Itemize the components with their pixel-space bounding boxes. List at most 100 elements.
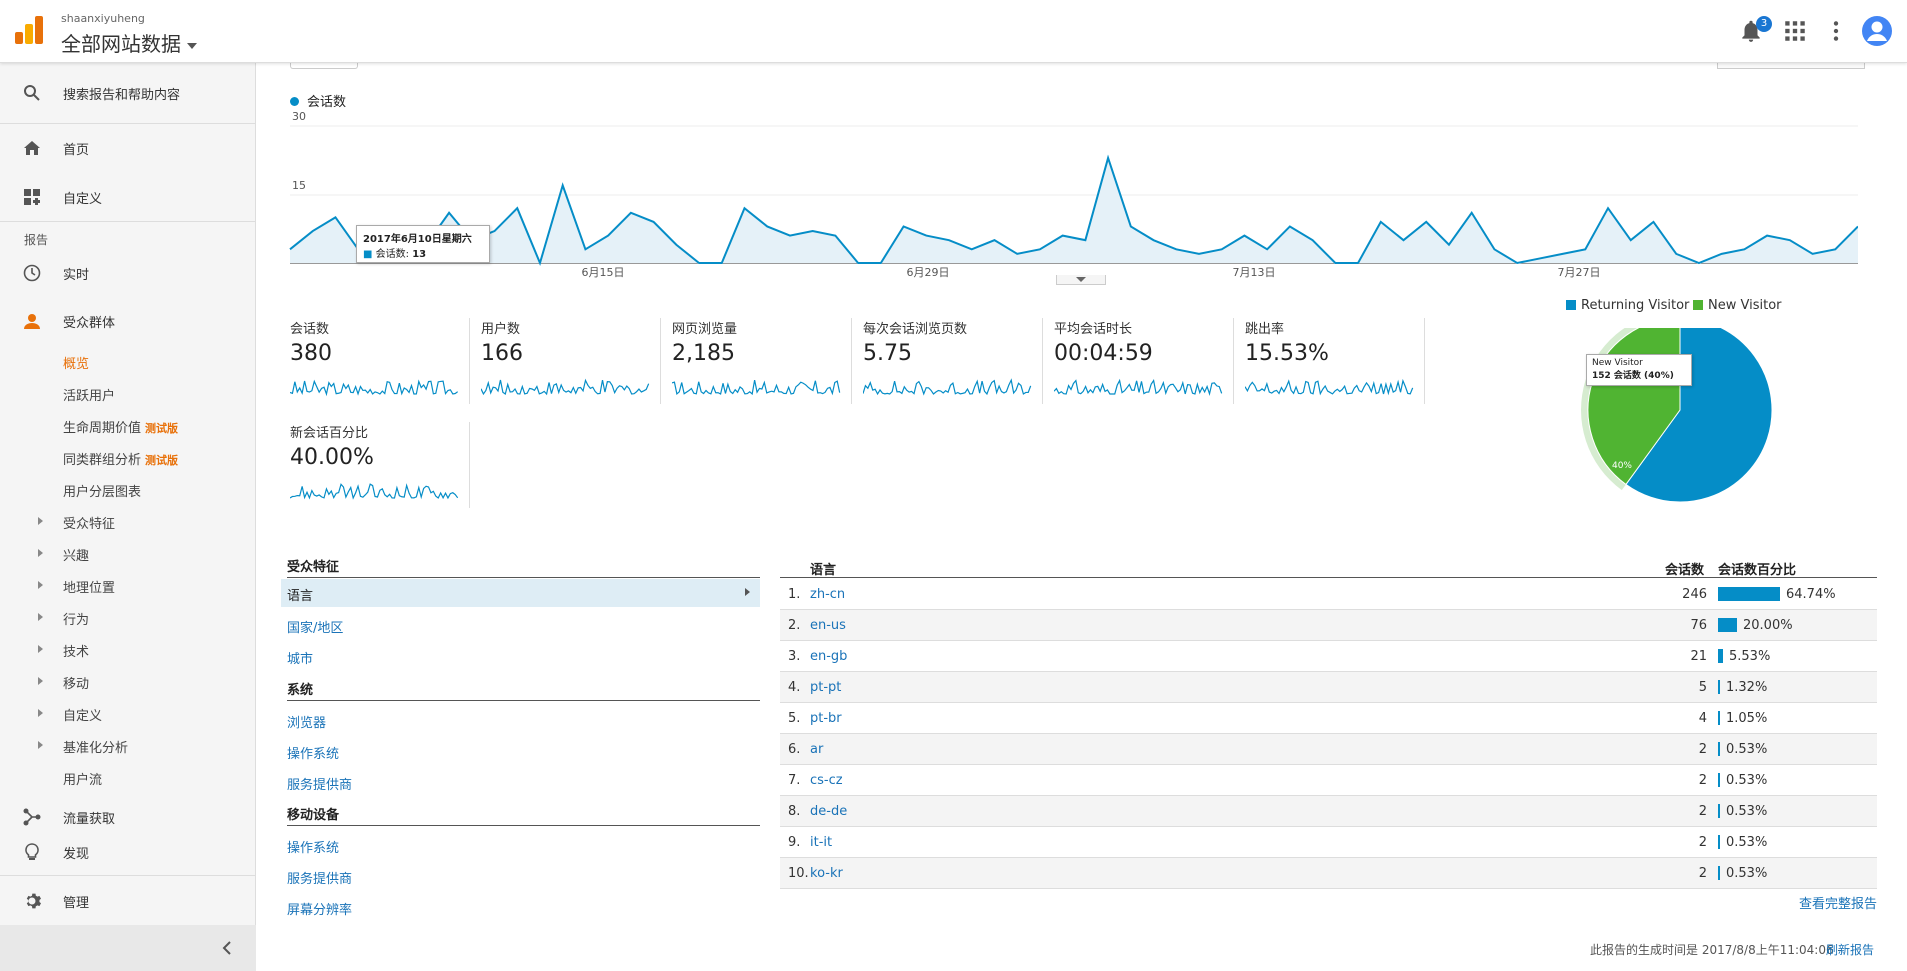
metric-value: 00:04:59 — [1054, 341, 1153, 366]
sidebar-item-acquisition[interactable]: 流量获取 — [0, 797, 256, 837]
dimension-city[interactable]: 城市 — [287, 652, 314, 667]
legend-new[interactable]: New Visitor — [1693, 298, 1782, 313]
dimension-language-selected[interactable]: 语言 — [281, 579, 760, 607]
dimension-screen-resolution[interactable]: 屏幕分辨率 — [287, 903, 353, 918]
sidebar-item-customization[interactable]: 自定义 — [0, 177, 256, 217]
percentage-value: 0.53% — [1726, 742, 1768, 757]
table-row[interactable]: 10. ko-kr 2 0.53% — [780, 858, 1877, 889]
sidebar-item-demographics[interactable]: 受众特征 — [63, 517, 116, 532]
sidebar-item-behavior[interactable]: 行为 — [63, 613, 90, 628]
sidebar-item-geo[interactable]: 地理位置 — [63, 581, 116, 596]
search-reports[interactable]: 搜索报告和帮助内容 — [0, 73, 256, 113]
more-vert-icon[interactable] — [1823, 18, 1849, 44]
dimension-os[interactable]: 操作系统 — [287, 747, 340, 762]
search-icon — [22, 83, 42, 103]
lifetime-label: 生命周期价值 — [63, 421, 142, 436]
account-name[interactable]: shaanxiyuheng — [61, 12, 145, 25]
table-row[interactable]: 7. cs-cz 2 0.53% — [780, 765, 1877, 796]
expand-arrow-icon[interactable] — [38, 709, 43, 717]
sidebar-item-benchmarking[interactable]: 基准化分析 — [63, 741, 129, 756]
metric-sparkline — [481, 378, 650, 396]
x-tick-label: 7月13日 — [1233, 266, 1276, 279]
sidebar-item-audience[interactable]: 受众群体 — [0, 301, 256, 341]
metric-name: 网页浏览量 — [672, 322, 738, 337]
apps-grid-icon[interactable] — [1782, 18, 1808, 44]
language-link[interactable]: ko-kr — [810, 866, 843, 881]
metric-sparkline — [863, 378, 1032, 396]
language-link[interactable]: en-gb — [810, 649, 848, 664]
sidebar-item-cohort[interactable]: 同类群组分析 测试版 — [63, 449, 178, 468]
sidebar-item-active-users[interactable]: 活跃用户 — [63, 389, 116, 404]
expand-arrow-icon[interactable] — [38, 645, 43, 653]
sidebar-item-users-flow[interactable]: 用户流 — [63, 773, 103, 788]
dimension-mobile-isp[interactable]: 服务提供商 — [287, 872, 353, 887]
table-row[interactable]: 5. pt-br 4 1.05% — [780, 703, 1877, 734]
sidebar-item-custom[interactable]: 自定义 — [63, 709, 103, 724]
top-bar: shaanxiyuheng 全部网站数据 3 — [0, 0, 1907, 63]
percentage-bar — [1718, 587, 1780, 601]
pie-slice-returning — [1625, 328, 1773, 503]
sidebar: 搜索报告和帮助内容 首页 自定义 报告 实时 受众群体 概览 活跃用户 生命周期… — [0, 63, 256, 971]
language-link[interactable]: cs-cz — [810, 773, 843, 788]
table-row[interactable]: 1. zh-cn 246 64.74% — [780, 579, 1877, 610]
dimension-isp[interactable]: 服务提供商 — [287, 778, 353, 793]
sessions-area-chart[interactable]: 30 15 6月15日 6月29日 7月13日 7月27日 — [288, 108, 1858, 283]
sidebar-item-lifetime-value[interactable]: 生命周期价值 测试版 — [63, 417, 178, 436]
language-link[interactable]: it-it — [810, 835, 833, 850]
row-index: 10. — [788, 866, 809, 881]
sidebar-item-home[interactable]: 首页 — [0, 128, 256, 168]
property-selector[interactable]: 全部网站数据 — [61, 28, 197, 57]
metric-card[interactable]: 每次会话浏览页数 5.75 — [863, 318, 1043, 404]
analytics-logo[interactable] — [15, 16, 43, 44]
sidebar-item-overview[interactable]: 概览 — [63, 357, 90, 372]
beta-badge: 测试版 — [145, 454, 179, 467]
table-row[interactable]: 4. pt-pt 5 1.32% — [780, 672, 1877, 703]
sidebar-item-technology[interactable]: 技术 — [63, 645, 90, 660]
realtime-label: 实时 — [63, 267, 90, 283]
sidebar-item-mobile[interactable]: 移动 — [63, 677, 90, 692]
dimension-country[interactable]: 国家/地区 — [287, 621, 344, 636]
metric-name: 每次会话浏览页数 — [863, 322, 968, 337]
table-row[interactable]: 6. ar 2 0.53% — [780, 734, 1877, 765]
sidebar-item-discover[interactable]: 发现 — [0, 832, 256, 872]
language-link[interactable]: pt-pt — [810, 680, 842, 695]
expand-arrow-icon[interactable] — [38, 517, 43, 525]
row-index: 6. — [788, 742, 801, 757]
sidebar-item-realtime[interactable]: 实时 — [0, 253, 256, 293]
sidebar-item-interests[interactable]: 兴趣 — [63, 549, 90, 564]
table-row[interactable]: 9. it-it 2 0.53% — [780, 827, 1877, 858]
expand-arrow-icon[interactable] — [38, 581, 43, 589]
language-link[interactable]: en-us — [810, 618, 846, 633]
metric-card[interactable]: 跳出率 15.53% — [1245, 318, 1425, 404]
table-row[interactable]: 2. en-us 76 20.00% — [780, 610, 1877, 641]
metric-card[interactable]: 网页浏览量 2,185 — [672, 318, 852, 404]
metric-card[interactable]: 新会话百分比 40.00% — [290, 422, 470, 508]
table-row[interactable]: 8. de-de 2 0.53% — [780, 796, 1877, 827]
language-link[interactable]: zh-cn — [810, 587, 846, 602]
expand-arrow-icon[interactable] — [38, 741, 43, 749]
dimension-browser[interactable]: 浏览器 — [287, 716, 327, 731]
dimension-mobile-os[interactable]: 操作系统 — [287, 841, 340, 856]
sidebar-item-admin[interactable]: 管理 — [0, 881, 256, 921]
sidebar-item-user-explorer[interactable]: 用户分层图表 — [63, 485, 142, 500]
table-row[interactable]: 3. en-gb 21 5.53% — [780, 641, 1877, 672]
chart-tooltip: 2017年6月10日星期六 ■ 会话数: 13 — [356, 225, 490, 263]
metric-card[interactable]: 用户数 166 — [481, 318, 661, 404]
person-icon — [22, 311, 42, 331]
chart-expand-toggle[interactable] — [1056, 275, 1106, 285]
bell-icon[interactable] — [1738, 18, 1764, 44]
expand-arrow-icon[interactable] — [38, 613, 43, 621]
expand-arrow-icon[interactable] — [38, 549, 43, 557]
language-link[interactable]: de-de — [810, 804, 848, 819]
expand-arrow-icon[interactable] — [38, 677, 43, 685]
date-control[interactable] — [290, 57, 358, 69]
language-link[interactable]: ar — [810, 742, 824, 757]
legend-returning[interactable]: Returning Visitor — [1566, 298, 1689, 313]
avatar-icon[interactable] — [1862, 16, 1892, 46]
language-link[interactable]: pt-br — [810, 711, 842, 726]
metric-card[interactable]: 平均会话时长 00:04:59 — [1054, 318, 1234, 404]
refresh-report-link[interactable]: 刷新报告 — [1826, 943, 1875, 957]
view-full-report-link[interactable]: 查看完整报告 — [1799, 897, 1878, 912]
collapse-sidebar-button[interactable] — [0, 925, 256, 971]
metric-card[interactable]: 会话数 380 — [290, 318, 470, 404]
